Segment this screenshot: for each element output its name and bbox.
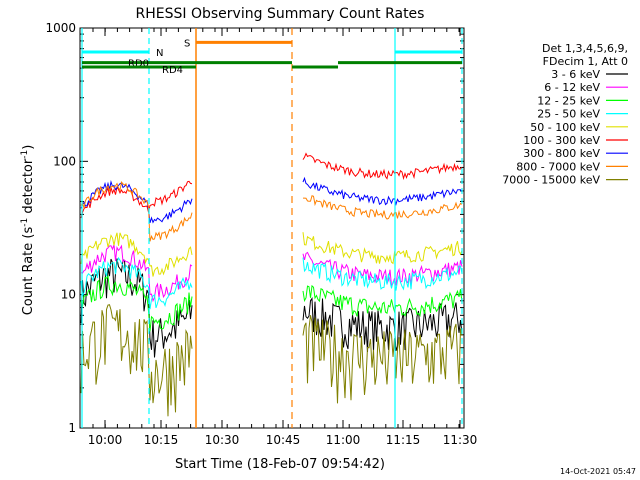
legend-label-8: 7000 - 15000 keV: [502, 174, 600, 187]
legend-label-5: 100 - 300 keV: [523, 134, 600, 147]
series-line-6: [80, 176, 463, 224]
x-tick-label: 11:30: [443, 433, 478, 447]
x-tick-label: 11:00: [326, 433, 361, 447]
legend-label-6: 300 - 800 keV: [523, 147, 600, 160]
x-tick-label: 10:00: [88, 433, 123, 447]
legend-label-4: 50 - 100 keV: [530, 121, 600, 134]
flag-label-0: N: [156, 48, 163, 59]
x-tick-label: 10:45: [266, 433, 301, 447]
series-line-5: [80, 152, 463, 219]
legend-label-2: 12 - 25 keV: [537, 94, 600, 107]
series-line-4: [80, 232, 463, 277]
y-tick-label: 1000: [45, 21, 76, 35]
flag-label-3: RD4: [162, 65, 183, 76]
y-axis-label: Count Rate (s-1 detector-1): [20, 145, 36, 316]
legend-label-3: 25 - 50 keV: [537, 108, 600, 121]
series-line-7: [80, 180, 463, 242]
series-line-2: [80, 274, 463, 332]
legend-label-1: 6 - 12 keV: [544, 81, 600, 94]
legend-label-7: 800 - 7000 keV: [516, 160, 600, 173]
plot-frame: [79, 27, 465, 429]
legend-label-0: 3 - 6 keV: [551, 68, 600, 81]
series-line-8: [80, 304, 463, 417]
y-tick-label: 100: [53, 154, 76, 168]
y-axis-title: Count Rate (s-1 detector-1): [20, 145, 36, 316]
plot-area: 1 10 100 1000 10:00 10:15 10:30 10:45 11:00 11:15…: [45, 21, 477, 447]
series-line-1: [80, 244, 463, 303]
x-tick-label: 10:15: [144, 433, 179, 447]
series-group: [80, 152, 463, 417]
chart-title: RHESSI Observing Summary Count Rates: [136, 6, 425, 22]
footer-timestamp: 14-Oct-2021 05:47: [560, 467, 636, 476]
legend-header-line: Det 1,3,4,5,6,9,: [542, 42, 628, 55]
x-tick-label: 10:30: [205, 433, 240, 447]
legend-header-line: FDecim 1, Att 0: [543, 55, 628, 68]
y-tick-label: 1: [68, 421, 76, 435]
x-axis-title: Start Time (18-Feb-07 09:54:42): [175, 457, 385, 472]
legend: Det 1,3,4,5,6,9,FDecim 1, Att 03 - 6 keV…: [502, 42, 628, 187]
x-tick-label: 11:15: [386, 433, 421, 447]
y-tick-label: 10: [61, 288, 76, 302]
flag-label-2: RD0: [128, 59, 149, 70]
flag-label-1: S: [184, 38, 190, 49]
series-line-3: [80, 256, 463, 310]
